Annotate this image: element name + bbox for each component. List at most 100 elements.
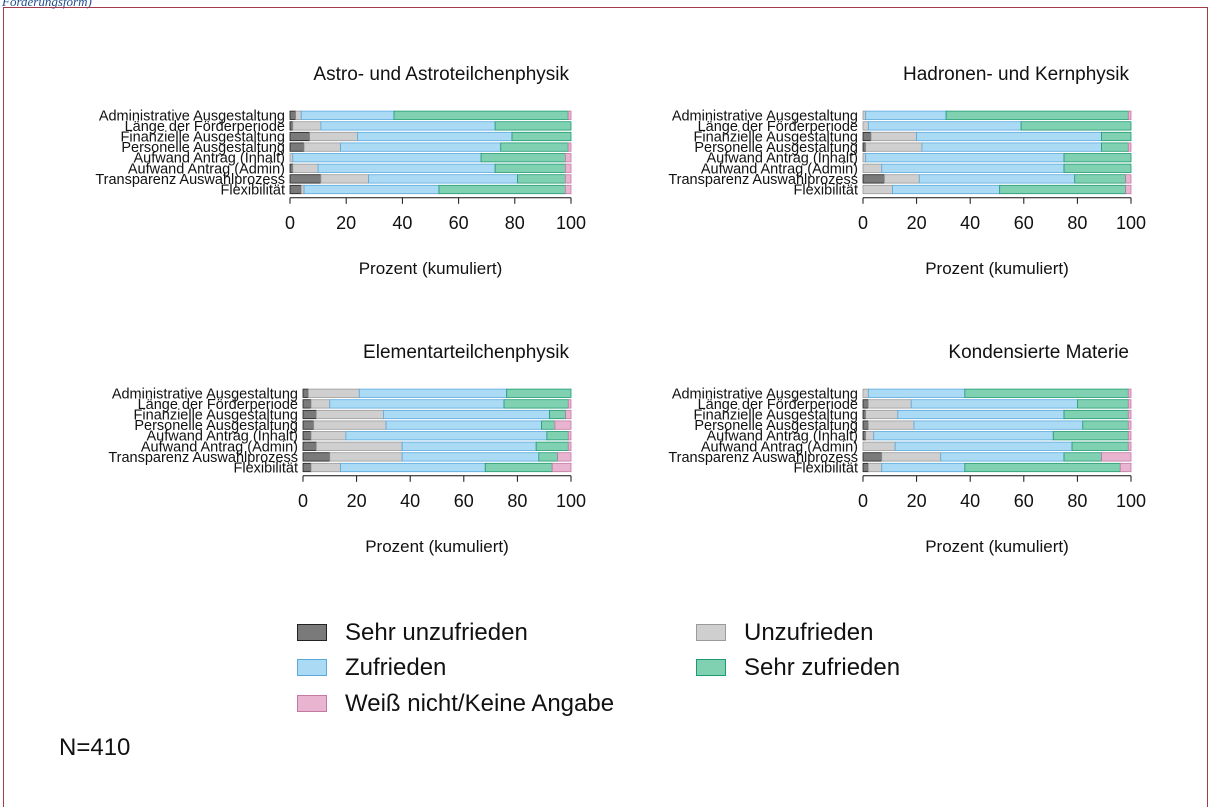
bar-segment (313, 420, 387, 430)
bar-segment (564, 184, 572, 195)
bar-segment (393, 110, 569, 120)
x-tick-label: 0 (285, 213, 295, 233)
bar-segment (302, 409, 317, 420)
legend-label: Zufrieden (345, 654, 447, 681)
chart-panel-astro: Astro- und Astroteilchenphysik Administra… (95, 64, 586, 278)
bar-segment (567, 110, 572, 120)
category-label: Finanzielle Ausgestaltung (694, 130, 858, 146)
bar-segment (867, 462, 883, 473)
bar-segment (345, 431, 548, 441)
bar-segment (511, 131, 572, 142)
x-tick-label: 60 (1014, 491, 1034, 511)
bar-segment (1063, 153, 1132, 163)
bar-segment (357, 131, 513, 142)
bar-segment (564, 153, 572, 163)
bar-segment (881, 462, 966, 473)
legend-swatch-sehr-zufrieden (696, 659, 726, 676)
bar-segment (1071, 441, 1129, 451)
bar-segment (329, 399, 505, 409)
category-label: Personelle Ausgestaltung (134, 418, 298, 434)
bar-segment (873, 431, 1054, 441)
category-label: Aufwand Antrag (Admin) (128, 161, 285, 177)
bar-segment (368, 174, 519, 184)
bar-segment (289, 110, 297, 120)
bar-segment (549, 409, 567, 420)
category-label: Finanzielle Ausgestaltung (694, 408, 858, 424)
chart-panel-hadronen: Hadronen- und Kernphysik Administrative A… (668, 64, 1146, 278)
bar-segment (867, 399, 912, 409)
bar-segment (884, 174, 920, 184)
category-label: Finanzielle Ausgestaltung (121, 130, 285, 146)
bar-segment (340, 142, 502, 152)
category-label: Aufwand Antrag (Admin) (141, 439, 298, 455)
category-label: Administrative Ausgestaltung (112, 386, 298, 402)
chart-title: Kondensierte Materie (948, 342, 1129, 363)
bar-segment (382, 409, 550, 420)
category-label: Personelle Ausgestaltung (694, 418, 858, 434)
bar-segment (964, 462, 1121, 473)
bar-segment (894, 441, 1073, 451)
bar-segment (862, 452, 883, 462)
x-axis-label: Prozent (kumuliert) (365, 537, 509, 556)
x-tick-label: 100 (1116, 491, 1146, 511)
bar-segment (289, 153, 294, 163)
bar-segment (401, 441, 537, 451)
bar-segment (999, 184, 1127, 195)
bar-segment (870, 131, 917, 142)
bar-segment (1127, 110, 1132, 120)
bar-segment (329, 452, 403, 462)
bar-segment (865, 142, 923, 152)
bar-segment (320, 121, 496, 131)
bar-segment (302, 420, 315, 430)
bar-segment (340, 462, 486, 473)
bar-segment (564, 163, 572, 173)
bar-segment (315, 441, 403, 451)
bar-segment (862, 184, 893, 195)
bar-segment (862, 409, 867, 420)
bar-segment (302, 399, 312, 409)
bar-segment (1125, 174, 1132, 184)
bar-segment (1127, 441, 1132, 451)
category-label: Transparenz Auswahlprozess (108, 450, 298, 466)
bar-segment (862, 174, 885, 184)
bar-segment (320, 174, 370, 184)
x-tick-label: 100 (1116, 213, 1146, 233)
bar-segment (538, 452, 559, 462)
bar-segment (964, 388, 1129, 398)
bar-segment (867, 121, 1022, 131)
chart-panel-kondensiert: Kondensierte Materie Administrative Ausge… (668, 342, 1146, 556)
x-axis-label: Prozent (kumuliert) (925, 259, 1069, 278)
bar-segment (881, 163, 1065, 173)
bar-segment (865, 153, 1065, 163)
bar-segment (401, 452, 540, 462)
bar-segment (302, 441, 317, 451)
bar-segment (881, 452, 942, 462)
bar-segment (1101, 452, 1132, 462)
bar-segment (289, 174, 322, 184)
bar-segment (862, 431, 867, 441)
bar-segment (1052, 431, 1129, 441)
x-tick-label: 20 (907, 213, 927, 233)
bar-segment (535, 441, 569, 451)
bar-segment (564, 174, 572, 184)
category-label: Länge der Förderperiode (138, 397, 298, 413)
bar-segment (921, 142, 1102, 152)
category-label: Länge der Förderperiode (698, 397, 858, 413)
category-label: Administrative Ausgestaltung (672, 386, 858, 402)
category-label: Aufwand Antrag (Inhalt) (706, 151, 858, 167)
bar-segment (551, 462, 572, 473)
bar-segment (862, 441, 896, 451)
bar-segment (302, 452, 331, 462)
bar-segment (567, 142, 572, 152)
x-tick-label: 60 (449, 213, 469, 233)
legend-label: Sehr unzufrieden (345, 619, 528, 646)
bar-segment (1127, 142, 1132, 152)
bar-segment (546, 431, 569, 441)
category-label: Transparenz Auswahlprozess (668, 172, 858, 188)
x-tick-label: 40 (960, 491, 980, 511)
bar-segment (554, 420, 572, 430)
bar-segment (292, 153, 482, 163)
bar-segment (303, 184, 440, 195)
bar-segment (310, 431, 347, 441)
